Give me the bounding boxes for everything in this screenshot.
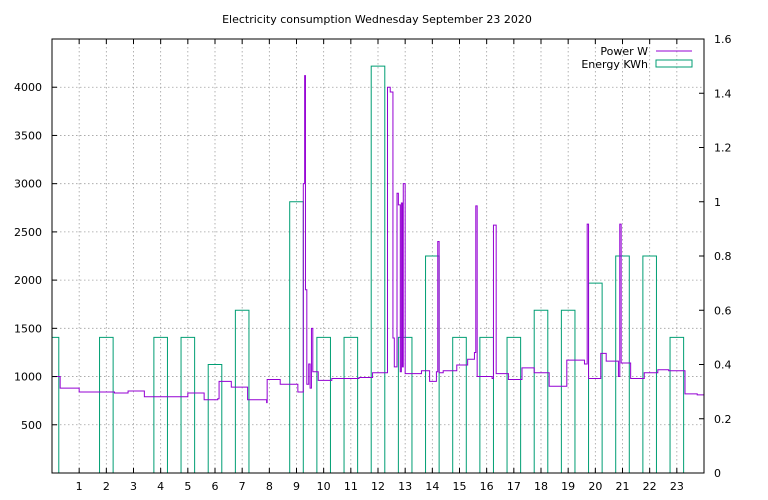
x-tick-label: 12 bbox=[371, 480, 385, 493]
legend-label-power: Power W bbox=[600, 45, 648, 58]
y-left-tick-label: 1000 bbox=[14, 371, 42, 384]
x-tick-label: 22 bbox=[643, 480, 657, 493]
y-left-tick-label: 2000 bbox=[14, 274, 42, 287]
x-tick-label: 14 bbox=[425, 480, 439, 493]
energy-bar bbox=[343, 336, 359, 474]
y-left-tick-label: 1500 bbox=[14, 322, 42, 335]
power-line bbox=[52, 75, 705, 404]
y-right-tick-label: 1.6 bbox=[714, 33, 732, 46]
y-right-tick-label: 0.8 bbox=[714, 250, 732, 263]
x-tick-label: 11 bbox=[344, 480, 358, 493]
energy-bar bbox=[316, 336, 331, 474]
energy-bar bbox=[207, 364, 223, 474]
y-right-tick-label: 0.4 bbox=[714, 359, 732, 372]
energy-bar bbox=[153, 336, 168, 474]
x-tick-label: 2 bbox=[103, 480, 110, 493]
y-left-tick-label: 4000 bbox=[14, 81, 42, 94]
grid-lines bbox=[52, 39, 704, 473]
y-left-tick-label: 500 bbox=[21, 419, 42, 432]
x-axis-ticks: 1 2 3 4 5 6 7 8 9 10 11 12 13 14 15 16 17 18 19 20 21 22 23 bbox=[76, 39, 684, 493]
x-tick-label: 10 bbox=[317, 480, 331, 493]
chart-title: Electricity consumption Wednesday Septem… bbox=[222, 13, 532, 26]
y-right-tick-label: 0.6 bbox=[714, 304, 732, 317]
x-tick-label: 21 bbox=[616, 480, 630, 493]
x-tick-label: 4 bbox=[157, 480, 164, 493]
x-tick-label: 18 bbox=[534, 480, 548, 493]
energy-bar bbox=[180, 336, 196, 474]
x-tick-label: 15 bbox=[453, 480, 467, 493]
energy-bar bbox=[51, 336, 60, 474]
y-left-tick-label: 3500 bbox=[14, 129, 42, 142]
x-tick-label: 8 bbox=[266, 480, 273, 493]
energy-bar bbox=[669, 336, 685, 474]
y-right-tick-label: 0.2 bbox=[714, 413, 732, 426]
energy-bar bbox=[452, 336, 467, 474]
y-left-tick-label: 2500 bbox=[14, 226, 42, 239]
y-right-tick-label: 1 bbox=[714, 196, 721, 209]
x-tick-label: 17 bbox=[507, 480, 521, 493]
y-left-tick-label: 3000 bbox=[14, 178, 42, 191]
x-tick-label: 20 bbox=[588, 480, 602, 493]
x-tick-label: 16 bbox=[480, 480, 494, 493]
x-tick-label: 3 bbox=[130, 480, 137, 493]
y-right-tick-label: 0 bbox=[714, 467, 721, 480]
energy-bar bbox=[506, 336, 522, 474]
energy-bar bbox=[479, 336, 494, 474]
x-tick-label: 13 bbox=[398, 480, 412, 493]
y-left-axis-ticks: 500 1000 1500 2000 2500 3000 3500 4000 bbox=[14, 81, 57, 432]
x-tick-label: 9 bbox=[293, 480, 300, 493]
x-tick-label: 19 bbox=[561, 480, 575, 493]
legend-swatch-energy bbox=[655, 59, 693, 68]
x-tick-label: 5 bbox=[184, 480, 191, 493]
x-tick-label: 23 bbox=[670, 480, 684, 493]
energy-bar bbox=[99, 336, 114, 474]
y-right-tick-label: 1.2 bbox=[714, 142, 732, 155]
legend: Power W Energy KWh bbox=[581, 45, 693, 71]
x-tick-label: 6 bbox=[212, 480, 219, 493]
power-series bbox=[52, 75, 705, 404]
x-tick-label: 1 bbox=[76, 480, 83, 493]
y-right-axis-ticks: 0 0.2 0.4 0.6 0.8 1 1.2 1.4 1.6 bbox=[699, 33, 732, 480]
y-right-tick-label: 1.4 bbox=[714, 87, 732, 100]
x-tick-label: 7 bbox=[239, 480, 246, 493]
legend-label-energy: Energy KWh bbox=[581, 58, 648, 71]
